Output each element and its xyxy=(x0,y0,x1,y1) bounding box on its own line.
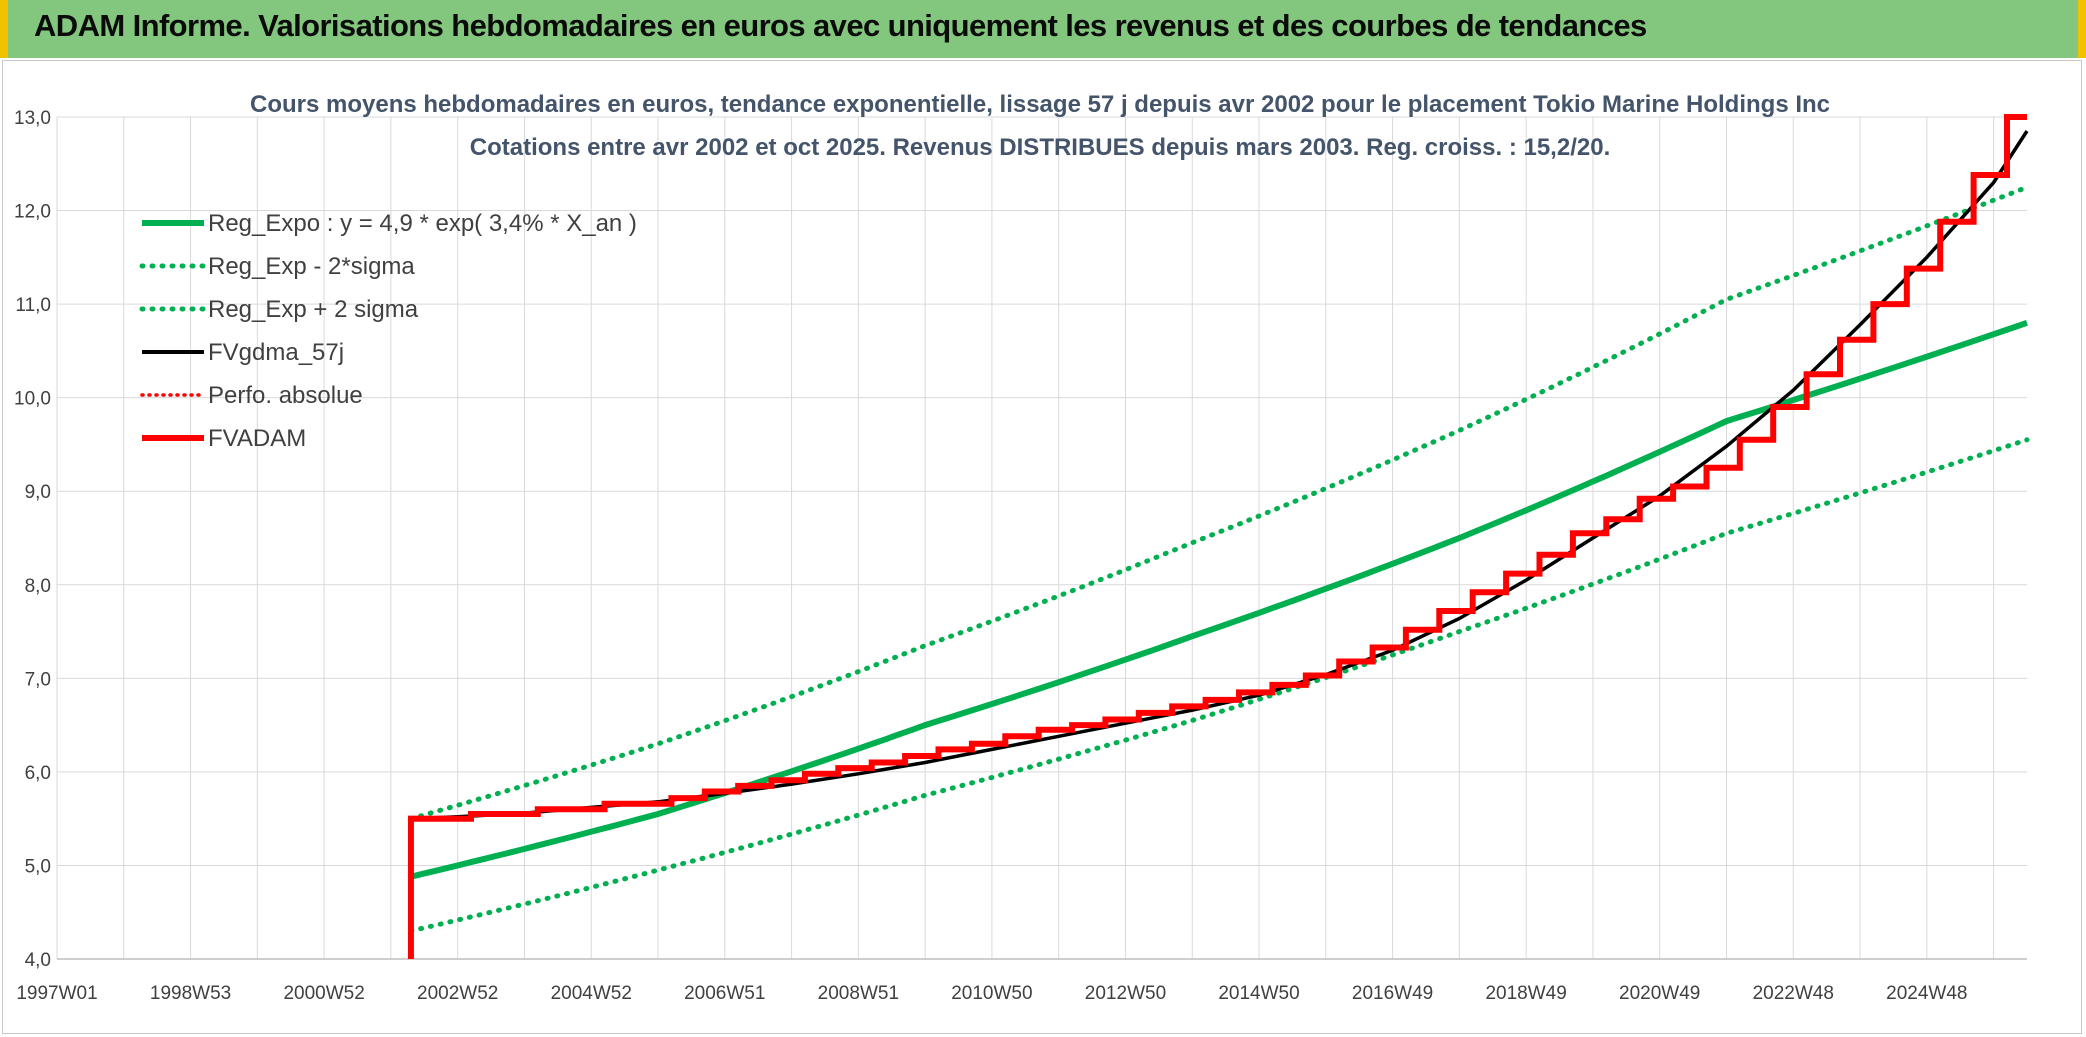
x-tick-label: 2014W50 xyxy=(1218,983,1299,1004)
x-tick-label: 2004W52 xyxy=(551,983,632,1004)
legend-label: Perfo. absolue xyxy=(208,382,363,409)
x-tick-label: 2010W50 xyxy=(951,983,1032,1004)
series-reg-exp-plus-2sigma xyxy=(408,184,2030,822)
series-reg-expo xyxy=(410,319,2028,880)
legend-label: FVgdma_57j xyxy=(208,339,344,366)
x-tick-label: 1998W53 xyxy=(150,983,231,1004)
header-banner: ADAM Informe. Valorisations hebdomadaire… xyxy=(0,0,2086,58)
x-tick-label: 2008W51 xyxy=(818,983,899,1004)
chart-axes: 4,0 5,0 6,0 7,0 8,0 9,0 10,0 11,0 12,0 13,0 1997W0… xyxy=(14,108,2027,1004)
y-tick-label: 7,0 xyxy=(25,669,51,690)
legend-label: FVADAM xyxy=(208,425,306,452)
x-tick-label: 2006W51 xyxy=(684,983,765,1004)
y-tick-label: 5,0 xyxy=(25,856,51,877)
chart-title: Cours moyens hebdomadaires en euros, ten… xyxy=(250,91,1830,118)
x-tick-label: 2020W49 xyxy=(1619,983,1700,1004)
legend-label: Reg_Exp - 2*sigma xyxy=(208,253,415,280)
chart-series xyxy=(407,114,2030,959)
x-tick-label: 2000W52 xyxy=(283,983,364,1004)
chart-frame xyxy=(2,60,2082,1034)
y-tick-label: 13,0 xyxy=(14,108,51,129)
y-tick-label: 4,0 xyxy=(25,950,51,971)
series-reg-exp-minus-2sigma xyxy=(408,437,2030,934)
x-tick-label: 2002W52 xyxy=(417,983,498,1004)
y-tick-label: 12,0 xyxy=(14,202,51,223)
x-tick-label: 2016W49 xyxy=(1352,983,1433,1004)
chart-subtitle: Cotations entre avr 2002 et oct 2025. Re… xyxy=(470,134,1610,161)
page-title: ADAM Informe. Valorisations hebdomadaire… xyxy=(34,8,1647,43)
y-tick-label: 9,0 xyxy=(25,482,51,503)
x-tick-label: 2022W48 xyxy=(1753,983,1834,1004)
y-tick-label: 10,0 xyxy=(14,389,51,410)
x-tick-label: 2024W48 xyxy=(1886,983,1967,1004)
series-fvadam xyxy=(407,114,2027,959)
x-tick-label: 2018W49 xyxy=(1485,983,1566,1004)
y-tick-label: 8,0 xyxy=(25,576,51,597)
y-tick-label: 11,0 xyxy=(15,295,51,316)
x-tick-label: 1997W01 xyxy=(16,983,97,1004)
y-tick-label: 6,0 xyxy=(25,763,51,784)
chart-legend: Reg_Expo : y = 4,9 * exp( 3,4% * X_an ) R… xyxy=(139,210,637,452)
x-tick-label: 2012W50 xyxy=(1085,983,1166,1004)
chart-grid xyxy=(56,116,2027,960)
legend-label: Reg_Expo : y = 4,9 * exp( 3,4% * X_an ) xyxy=(208,210,637,237)
series-fvgdma-57j xyxy=(410,130,2029,821)
legend-label: Reg_Exp + 2 sigma xyxy=(208,296,419,323)
